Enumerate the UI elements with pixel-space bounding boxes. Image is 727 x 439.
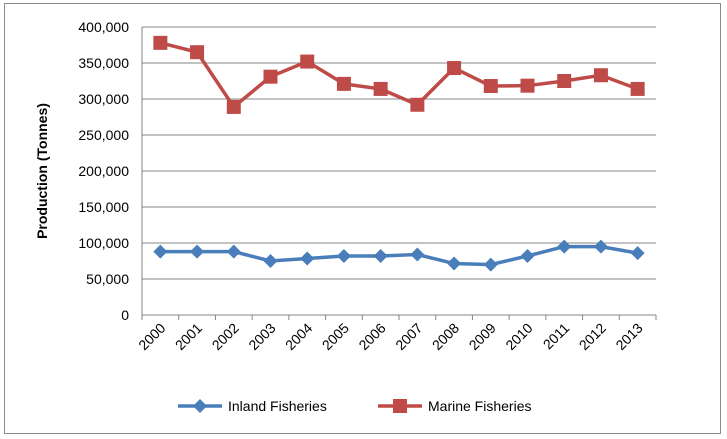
data-point <box>630 81 645 96</box>
data-point <box>410 97 425 112</box>
data-point <box>410 247 425 262</box>
data-point <box>557 74 572 88</box>
data-point <box>226 244 241 259</box>
y-axis-title: Production (Tonnes) <box>34 103 50 239</box>
legend-marker <box>193 399 207 413</box>
data-point <box>593 68 608 83</box>
data-point <box>300 251 315 266</box>
y-tick-label: 200,000 <box>78 163 129 179</box>
y-tick-label: 150,000 <box>78 199 129 215</box>
data-point <box>336 76 351 91</box>
data-point <box>447 61 462 76</box>
data-point <box>373 81 388 96</box>
x-tick-label: 2004 <box>282 320 315 353</box>
data-point <box>190 45 205 60</box>
data-point <box>520 78 535 93</box>
data-point <box>263 254 278 268</box>
data-point <box>447 256 462 271</box>
data-point <box>300 54 315 69</box>
y-tick-label: 350,000 <box>78 55 129 71</box>
data-point <box>557 239 572 254</box>
x-tick-label: 2008 <box>429 320 462 353</box>
data-point <box>520 248 535 263</box>
x-tick-label: 2001 <box>172 320 205 353</box>
legend-marker <box>393 399 407 413</box>
y-tick-label: 400,000 <box>78 19 129 35</box>
data-point <box>153 35 168 50</box>
x-tick-label: 2003 <box>245 320 278 353</box>
data-point <box>263 69 278 84</box>
x-tick-label: 2012 <box>576 320 609 353</box>
x-tick-label: 2005 <box>319 320 352 353</box>
data-point <box>593 239 608 254</box>
x-tick-label: 2009 <box>466 320 499 353</box>
y-tick-label: 0 <box>121 307 129 323</box>
data-point <box>336 248 351 263</box>
x-tick-label: 2000 <box>135 320 168 353</box>
x-tick-label: 2013 <box>612 320 645 353</box>
data-point <box>373 248 388 263</box>
y-tick-label: 100,000 <box>78 235 129 251</box>
legend-label: Inland Fisheries <box>228 398 327 414</box>
data-point <box>483 257 498 272</box>
y-tick-label: 50,000 <box>86 271 129 287</box>
series-line-inland-fisheries <box>160 244 638 267</box>
x-tick-label: 2010 <box>502 320 535 353</box>
x-tick-label: 2007 <box>392 320 425 353</box>
chart-frame <box>4 3 721 434</box>
legend-label: Marine Fisheries <box>428 398 531 414</box>
x-tick-label: 2011 <box>540 320 573 353</box>
x-tick-label: 2006 <box>355 320 388 353</box>
data-point <box>153 244 168 259</box>
data-point <box>483 79 498 94</box>
data-point <box>630 246 645 261</box>
y-tick-label: 300,000 <box>78 91 129 107</box>
data-point <box>226 99 241 114</box>
y-tick-label: 250,000 <box>78 127 129 143</box>
data-point <box>190 244 205 259</box>
x-tick-label: 2002 <box>209 320 242 353</box>
